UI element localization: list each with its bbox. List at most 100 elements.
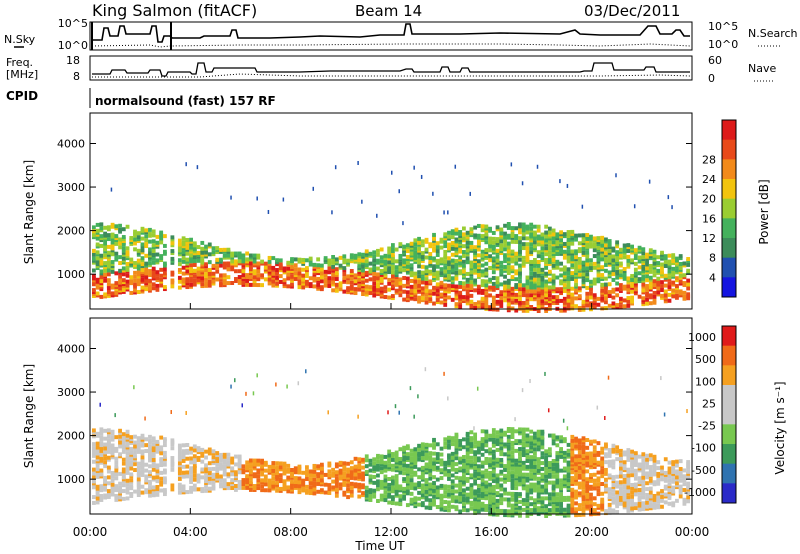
echo-cell <box>633 261 638 266</box>
echo-cell <box>118 227 122 232</box>
echo-cell <box>409 386 412 391</box>
echo-cell <box>473 459 478 464</box>
echo-cell <box>648 281 653 286</box>
echo-cell <box>413 242 418 247</box>
echo-cell <box>454 284 459 289</box>
echo-cell <box>398 281 403 286</box>
echo-cell <box>133 454 137 459</box>
echo-cell <box>413 297 418 302</box>
echo-cell <box>596 302 601 307</box>
echo-cell <box>476 290 481 295</box>
echo-cell <box>443 244 448 249</box>
echo-cell <box>207 242 212 247</box>
echo-cell <box>551 484 556 489</box>
echo-cell <box>499 296 504 301</box>
echo-cell <box>462 250 466 255</box>
echo-cell <box>204 488 208 493</box>
echo-cell <box>387 410 389 415</box>
echo-cell <box>439 257 444 262</box>
echo-cell <box>282 461 287 466</box>
echo-cell <box>476 464 481 469</box>
echo-cell <box>405 463 410 468</box>
echo-cell <box>286 384 288 389</box>
echo-cell <box>103 436 108 441</box>
y-tick-label: 4000 <box>57 137 85 150</box>
echo-cell <box>488 510 492 515</box>
echo-cell <box>413 250 418 255</box>
echo-cell <box>581 436 586 441</box>
echo-cell <box>379 286 384 291</box>
echo-cell <box>566 452 571 457</box>
echo-cell <box>207 486 212 491</box>
echo-cell <box>454 499 459 504</box>
echo-cell <box>585 445 590 450</box>
echo-cell <box>383 474 388 479</box>
echo-cell <box>652 290 657 295</box>
echo-cell <box>536 250 541 255</box>
echo-cell <box>106 237 111 242</box>
echo-cell <box>234 277 238 282</box>
echo-cell <box>405 467 410 472</box>
echo-cell <box>196 250 201 255</box>
echo-cell <box>544 508 549 513</box>
echo-cell <box>267 255 272 260</box>
echo-cell <box>349 470 354 475</box>
echo-cell <box>95 496 100 501</box>
echo-cell <box>192 464 197 469</box>
echo-cell <box>129 492 134 497</box>
echo-cell <box>589 500 593 505</box>
echo-cell <box>600 247 605 252</box>
echo-cell <box>495 237 500 242</box>
echo-cell <box>577 473 582 478</box>
echo-cell <box>376 258 380 263</box>
echo-cell <box>581 500 586 505</box>
colorbar-frame <box>721 119 737 298</box>
echo-cell <box>618 296 623 301</box>
echo-cell <box>510 491 515 496</box>
echo-cell <box>192 278 197 283</box>
echo-cell <box>615 287 620 292</box>
echo-cell <box>372 275 377 280</box>
echo-cell <box>278 274 283 279</box>
echo-cell <box>473 432 478 437</box>
echo-cell <box>671 266 676 271</box>
echo-cell <box>469 303 474 308</box>
echo-cell <box>574 489 578 494</box>
echo-cell <box>349 284 354 289</box>
echo-cell <box>562 495 567 500</box>
echo-cell <box>667 298 672 303</box>
echo-cell <box>391 501 395 506</box>
echo-cell <box>555 295 560 300</box>
echo-cell <box>267 209 270 214</box>
echo-cell <box>286 485 291 490</box>
echo-cell <box>267 482 272 487</box>
echo-cell <box>480 464 485 469</box>
echo-cell <box>469 459 474 464</box>
y-tick-label: 2000 <box>57 225 85 238</box>
echo-cell <box>95 431 100 436</box>
echo-cell <box>544 230 549 235</box>
echo-cell <box>278 258 283 263</box>
echo-cell <box>148 247 152 252</box>
echo-cell <box>450 276 455 281</box>
colorbar-swatch <box>722 120 736 141</box>
nave-tick-top: 60 <box>708 54 722 67</box>
echo-cell <box>473 305 478 310</box>
echo-cell <box>282 197 285 202</box>
echo-cell <box>566 448 571 453</box>
echo-cell <box>118 434 122 439</box>
echo-cell <box>391 170 393 175</box>
echo-cell <box>263 478 268 483</box>
echo-cell <box>129 236 134 241</box>
echo-cell <box>248 468 253 473</box>
echo-cell <box>566 426 569 431</box>
echo-cell <box>305 273 309 278</box>
echo-cell <box>155 276 160 281</box>
echo-cell <box>648 293 653 298</box>
echo-cell <box>357 283 362 288</box>
echo-cell <box>525 275 530 280</box>
echo-cell <box>551 263 556 268</box>
echo-cell <box>376 272 380 277</box>
echo-cell <box>327 283 332 288</box>
echo-cell <box>652 273 657 278</box>
